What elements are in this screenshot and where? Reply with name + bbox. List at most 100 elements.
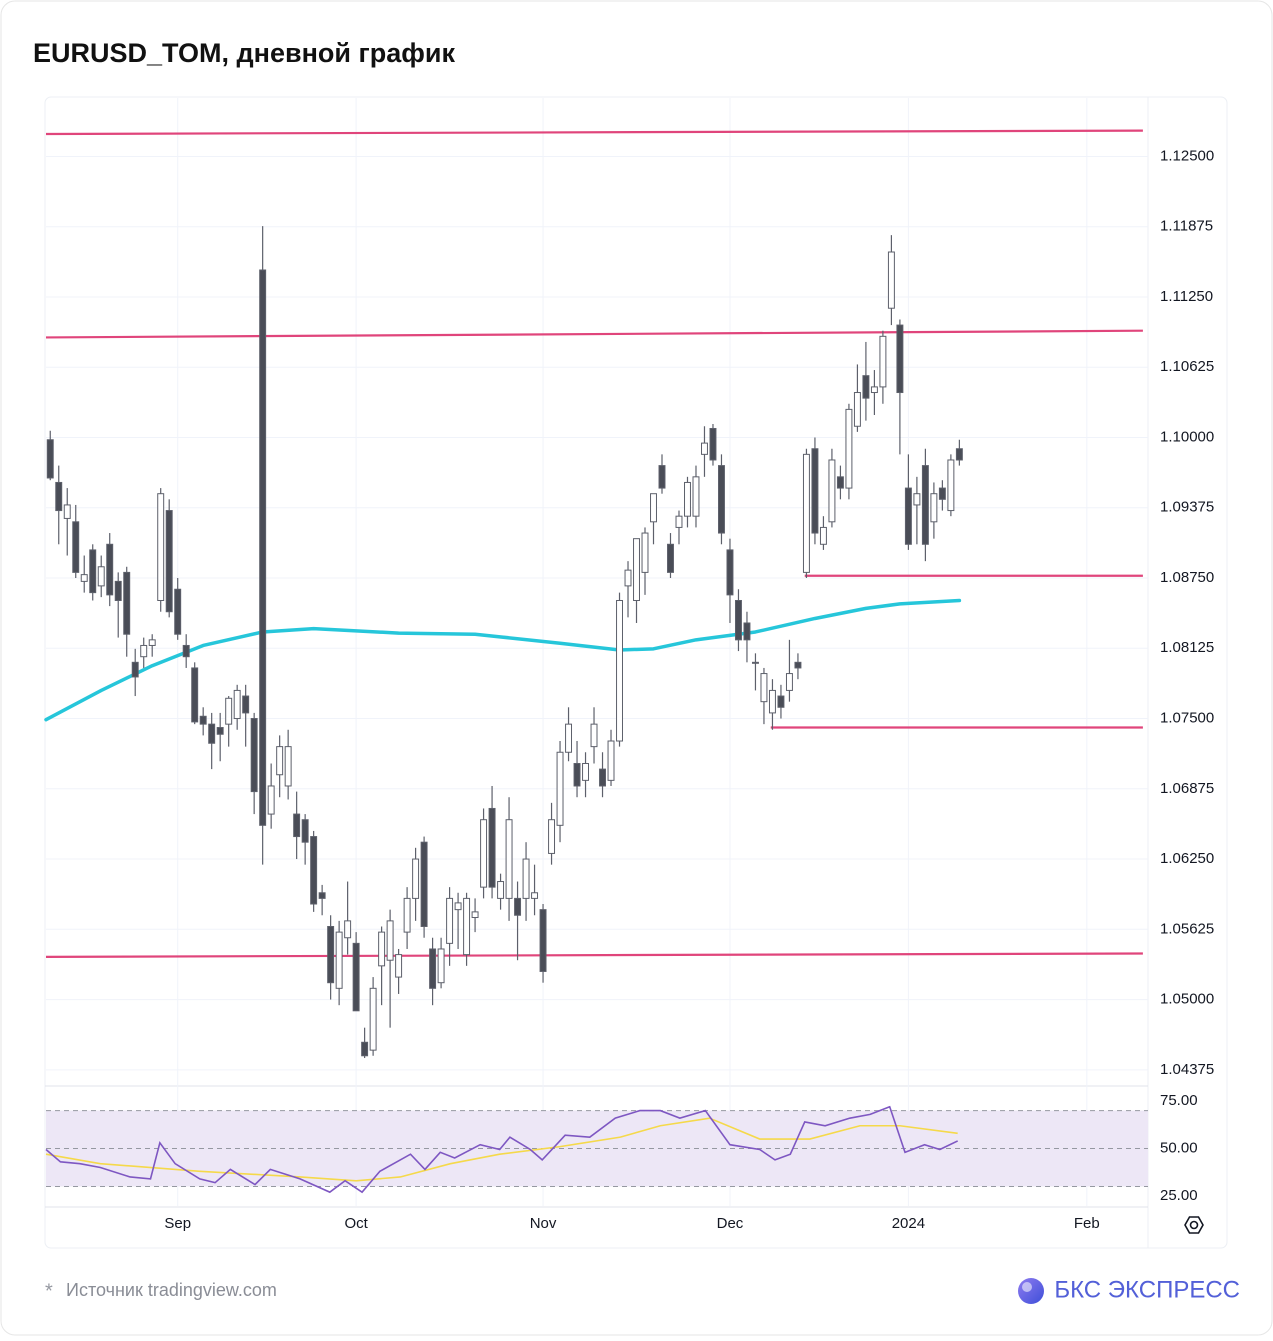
x-tick-label: Sep <box>164 1215 191 1232</box>
candle-body <box>887 251 895 309</box>
candle-body <box>463 897 471 956</box>
candle-body <box>565 723 573 753</box>
candle-body <box>216 727 224 735</box>
footnote-mark: * <box>45 1280 53 1302</box>
candle-body <box>760 673 768 703</box>
brand-logo-shine <box>1022 1282 1032 1292</box>
candle-body <box>386 920 394 961</box>
candle-body <box>369 987 377 1051</box>
candle-body <box>650 493 657 523</box>
candle-body <box>446 897 454 944</box>
candle-body <box>344 920 352 939</box>
candle-body <box>768 689 776 714</box>
candle-body <box>573 762 581 787</box>
x-tick-label: Feb <box>1074 1215 1100 1232</box>
candle-body <box>811 448 819 534</box>
candle-body <box>734 599 742 641</box>
x-tick-label: Dec <box>717 1215 744 1232</box>
candle-body <box>114 580 122 601</box>
candle-body <box>870 386 878 394</box>
candle-body <box>63 504 71 519</box>
y-tick-label: 1.11250 <box>1160 288 1213 305</box>
candle-body <box>310 836 318 905</box>
candle-body <box>921 465 929 545</box>
candle-body <box>531 892 539 899</box>
candle-body <box>165 510 173 613</box>
candle-body <box>675 515 683 528</box>
settings-icon[interactable] <box>1184 1216 1204 1234</box>
candle-body <box>488 807 496 888</box>
candle-body <box>148 639 156 646</box>
candle-body <box>785 673 793 691</box>
candle-body <box>777 695 785 708</box>
candle-body <box>658 465 666 489</box>
candle-body <box>327 925 335 984</box>
candle-body <box>497 881 505 899</box>
candle-body <box>930 493 938 523</box>
indicator-pane <box>45 1105 1148 1194</box>
candle-body <box>420 841 428 927</box>
candle-body <box>692 476 700 517</box>
candle-body <box>794 661 802 669</box>
candle-body <box>836 476 844 489</box>
y-tick-label: 1.06875 <box>1160 780 1214 797</box>
candle-body <box>718 465 725 534</box>
candle-body <box>106 543 114 596</box>
candle-body <box>361 1041 369 1057</box>
candle-body <box>590 723 598 748</box>
candle-body <box>701 442 708 455</box>
candle-body <box>514 897 522 916</box>
candle-body <box>616 599 623 742</box>
source-note: Источник tradingview.com <box>66 1280 277 1300</box>
candle-body <box>955 448 963 461</box>
y-tick-label: 1.08125 <box>1160 639 1214 656</box>
candle-body <box>802 453 810 573</box>
axes: 1.12500 1.11875 1.11250 1.10625 1.10000 1.093… <box>164 147 1214 1232</box>
candle-body <box>743 622 751 641</box>
settings-dot <box>1189 1220 1199 1230</box>
x-tick-label: Nov <box>530 1215 557 1232</box>
grid <box>46 98 1148 1206</box>
rsi-line <box>45 1105 959 1194</box>
candle-body <box>904 487 912 545</box>
y-tick-label: 1.09375 <box>1160 499 1214 516</box>
candle-body <box>599 768 606 787</box>
candle-body <box>412 858 420 899</box>
candle-body <box>726 549 734 596</box>
candle-body <box>335 931 343 989</box>
candle-body <box>276 746 284 776</box>
candle-body <box>556 751 564 826</box>
candle-body <box>233 689 241 720</box>
candle-body <box>225 697 233 725</box>
candle-body <box>191 667 199 723</box>
candle-body <box>55 481 63 512</box>
candle-body <box>751 661 759 664</box>
candle-body <box>522 858 530 899</box>
candle-body <box>174 588 182 635</box>
candle-body <box>947 459 955 512</box>
candle-body <box>607 740 615 781</box>
y-tick-label: 1.10000 <box>1160 428 1214 445</box>
candle-body <box>879 335 887 388</box>
rsi-line <box>45 1117 958 1182</box>
y-tick-label: 1.08750 <box>1160 569 1214 586</box>
candle-body <box>938 487 946 500</box>
candle-body <box>633 538 640 601</box>
candle-body <box>582 762 590 781</box>
level-line <box>45 129 1143 136</box>
candle-body <box>539 909 547 972</box>
candle-body <box>97 566 105 587</box>
candle-body <box>157 493 165 601</box>
level-line <box>45 952 1143 958</box>
candle-body <box>684 481 691 517</box>
candle-body <box>845 408 853 489</box>
candle-body <box>403 897 411 933</box>
y-tick-label: 1.07500 <box>1160 709 1214 726</box>
candle-body <box>853 392 861 427</box>
candle-body <box>913 493 921 506</box>
candle-body <box>378 931 386 967</box>
candle-body <box>199 715 207 725</box>
candle-body <box>259 269 267 826</box>
chart-title: EURUSD_TOM, дневной график <box>33 38 455 68</box>
